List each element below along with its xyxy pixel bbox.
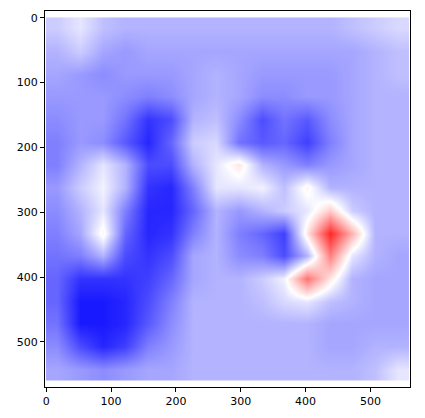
svg-text:500: 500 (360, 395, 381, 408)
svg-text:300: 300 (230, 395, 251, 408)
svg-text:200: 200 (17, 141, 38, 154)
svg-text:300: 300 (17, 206, 38, 219)
svg-text:100: 100 (17, 76, 38, 89)
svg-text:400: 400 (295, 395, 316, 408)
svg-text:200: 200 (165, 395, 186, 408)
svg-text:400: 400 (17, 271, 38, 284)
svg-text:500: 500 (17, 336, 38, 349)
svg-text:100: 100 (101, 395, 122, 408)
svg-text:0: 0 (31, 12, 38, 25)
svg-text:0: 0 (43, 395, 50, 408)
